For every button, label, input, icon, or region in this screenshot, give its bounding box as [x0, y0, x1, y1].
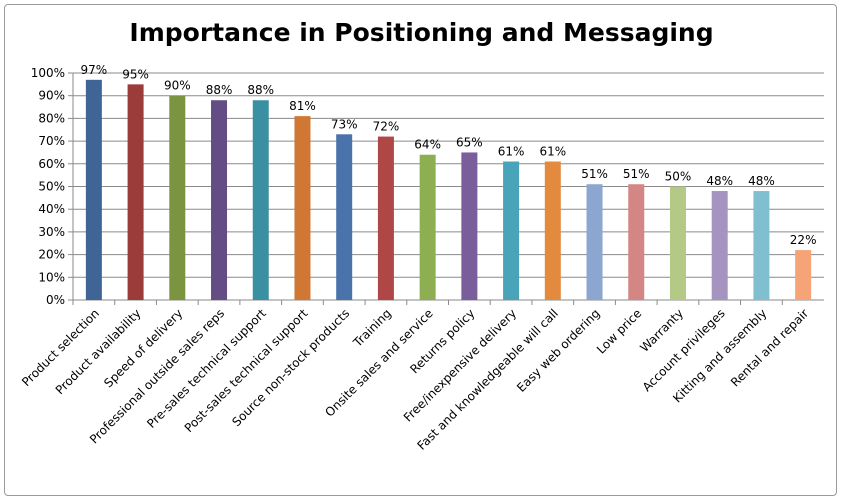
- y-tick-label-10: 100%: [31, 66, 65, 80]
- data-label-2: 90%: [164, 79, 191, 93]
- data-label-6: 73%: [331, 117, 358, 131]
- data-label-7: 72%: [373, 120, 400, 134]
- data-label-3: 88%: [206, 83, 233, 97]
- gridlines: [73, 72, 824, 278]
- data-label-4: 88%: [247, 83, 274, 97]
- y-tick-label-6: 60%: [38, 157, 65, 171]
- data-label-5: 81%: [289, 99, 316, 113]
- y-tick-label-3: 30%: [38, 225, 65, 239]
- bar-4: [252, 100, 269, 301]
- data-label-13: 51%: [623, 167, 650, 181]
- y-axis-ticks: 0% 10% 20% 30% 40% 50% 60% 70% 80% 90% 100%: [31, 66, 65, 307]
- data-label-14: 50%: [665, 170, 692, 184]
- y-tick-label-7: 70%: [38, 134, 65, 148]
- data-label-0: 97%: [81, 63, 108, 77]
- axes: [68, 72, 824, 305]
- category-label-17: Rental and repair: [728, 306, 811, 389]
- bar-1: [127, 84, 144, 300]
- bar-15: [711, 191, 728, 300]
- bar-16: [753, 191, 770, 300]
- data-label-9: 65%: [456, 135, 483, 149]
- bar-6: [336, 134, 353, 300]
- bar-12: [586, 184, 603, 300]
- category-label-13: Low price: [594, 306, 644, 356]
- y-tick-label-9: 90%: [38, 89, 65, 103]
- data-label-17: 22%: [790, 233, 817, 247]
- data-label-10: 61%: [498, 145, 525, 159]
- y-tick-label-1: 10%: [38, 270, 65, 284]
- bar-10: [503, 161, 520, 300]
- data-label-1: 95%: [122, 67, 149, 81]
- y-tick-label-8: 80%: [38, 111, 65, 125]
- y-tick-label-2: 20%: [38, 248, 65, 262]
- data-label-11: 61%: [539, 145, 566, 159]
- bar-5: [294, 116, 311, 300]
- bar-2: [169, 95, 186, 300]
- bar-14: [669, 186, 686, 300]
- bar-0: [85, 79, 102, 300]
- bar-17: [795, 250, 812, 300]
- category-label-2: Speed of delivery: [101, 306, 185, 390]
- data-label-8: 64%: [414, 138, 441, 152]
- data-labels: 97% 95% 90% 88% 88% 81% 73% 72% 64% 65% 61% 61% 51% 5…: [81, 63, 817, 247]
- category-label-0: Product selection: [19, 306, 102, 389]
- bar-11: [544, 161, 561, 300]
- bar-8: [419, 154, 436, 300]
- bar-3: [211, 100, 228, 301]
- chart-title: Importance in Positioning and Messaging: [129, 18, 714, 47]
- data-label-15: 48%: [706, 174, 733, 188]
- category-label-12: Easy web ordering: [514, 306, 603, 395]
- bar-9: [461, 152, 478, 300]
- data-label-12: 51%: [581, 167, 608, 181]
- y-tick-label-0: 0%: [46, 293, 65, 307]
- bars: [85, 79, 812, 301]
- bar-7: [377, 136, 394, 300]
- data-label-16: 48%: [748, 174, 775, 188]
- y-tick-label-4: 40%: [38, 202, 65, 216]
- y-tick-label-5: 50%: [38, 180, 65, 194]
- bar-13: [628, 184, 645, 300]
